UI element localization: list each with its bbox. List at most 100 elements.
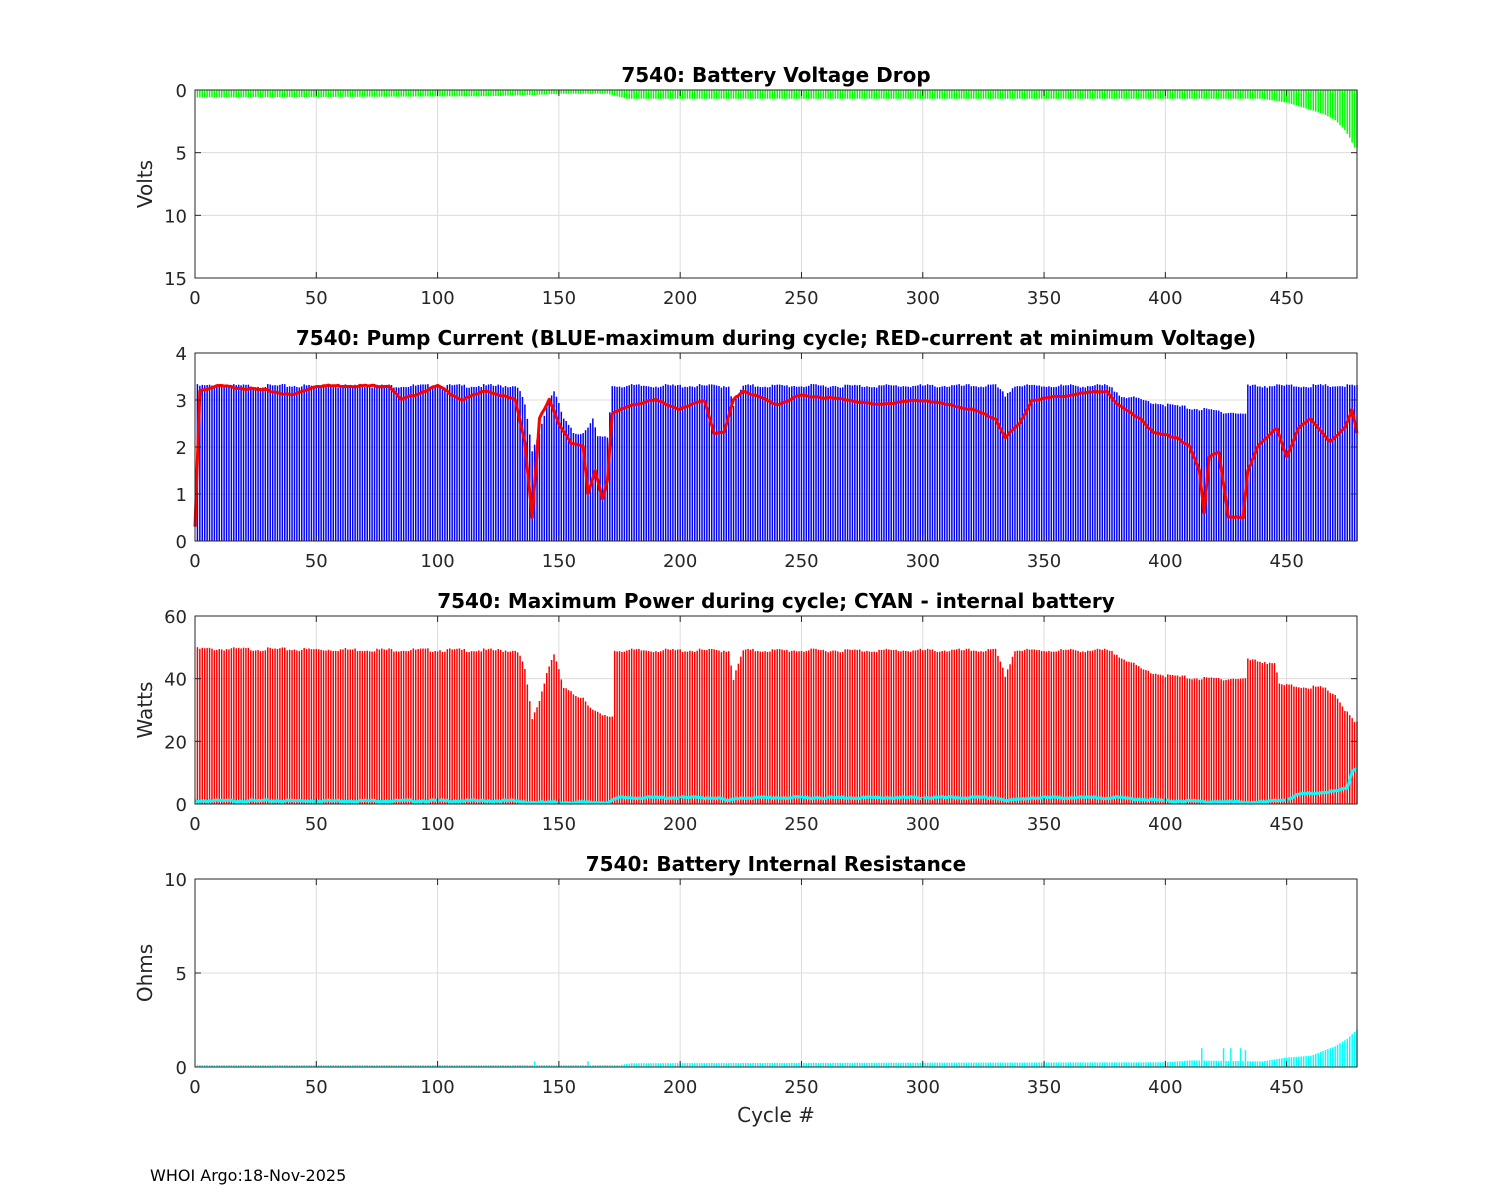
bar [1329,90,1332,118]
bar [778,90,781,99]
bar [281,647,284,804]
bar [832,90,834,99]
bar [381,1065,383,1067]
bar [1147,1062,1150,1067]
bar [766,387,769,541]
bar [1208,1060,1210,1067]
bar [436,651,439,804]
bar [279,384,281,541]
bar [1023,90,1026,99]
bar [652,652,655,804]
bar [754,651,757,804]
bar [332,387,335,541]
bar [1091,650,1094,804]
bar [1283,1057,1285,1067]
bar [390,90,393,97]
bar [730,665,732,804]
bar [1157,1062,1159,1067]
bar [398,387,400,541]
bar [577,697,580,804]
bar [747,90,749,99]
bar [589,90,592,94]
bar [1336,1044,1339,1067]
bar [499,385,502,541]
bar [1154,403,1157,541]
bar [431,651,434,804]
bar [718,385,720,541]
bar [1220,1060,1222,1067]
bar [955,384,958,541]
bar [543,415,546,541]
bar [1315,1053,1317,1067]
bar [1113,1062,1116,1067]
bar [310,1065,313,1067]
bar [1353,722,1356,804]
bar [764,651,766,804]
bar [398,90,400,97]
bar [1009,1062,1011,1067]
bar [303,1065,305,1067]
bar [630,384,633,541]
bar [1186,408,1188,541]
bar [599,1065,601,1067]
bar [1264,662,1266,804]
bar [446,90,449,97]
bar [943,1062,946,1067]
bar [684,386,686,541]
bar [502,90,504,96]
bar [470,1065,473,1067]
bar [1261,663,1264,804]
bar [509,1065,512,1067]
bar [1045,386,1048,541]
bar [1268,1060,1271,1067]
bar [660,90,662,99]
bar [720,90,723,99]
bar [550,1065,553,1067]
bar [359,650,361,804]
bar [854,1062,856,1067]
bar [936,651,939,804]
bar [570,427,572,541]
bar [1111,1062,1113,1067]
bar [630,90,633,99]
bar [616,90,618,97]
bar [907,386,909,541]
bar [1123,90,1125,99]
bar [509,386,512,541]
bar [1152,673,1154,804]
bar [529,701,531,804]
bar [434,1065,436,1067]
bar [643,385,645,541]
bar [1208,409,1210,541]
bar [1159,1062,1162,1067]
bar [1011,90,1014,99]
bar [259,651,262,804]
bar [992,90,994,99]
bar [1266,387,1268,541]
bar [250,386,252,541]
bar [791,386,793,541]
bar [757,90,759,99]
bar [1028,90,1031,99]
bar [1167,403,1169,541]
bar [1298,386,1300,541]
bar [975,90,977,99]
bar [655,1063,657,1067]
bar [1198,90,1201,99]
bar [975,1062,977,1067]
bar [824,1062,827,1067]
bar [1273,663,1276,804]
bar [1191,679,1193,804]
bar [943,386,946,541]
bar [934,651,936,804]
bar [1050,1062,1053,1067]
bar [1346,1038,1349,1067]
bar [1019,386,1021,541]
bar [378,1065,381,1067]
bar [395,90,398,97]
bar [788,651,791,804]
bar [512,1065,514,1067]
bar [810,1062,812,1067]
bar [657,90,660,99]
bar [349,649,352,804]
